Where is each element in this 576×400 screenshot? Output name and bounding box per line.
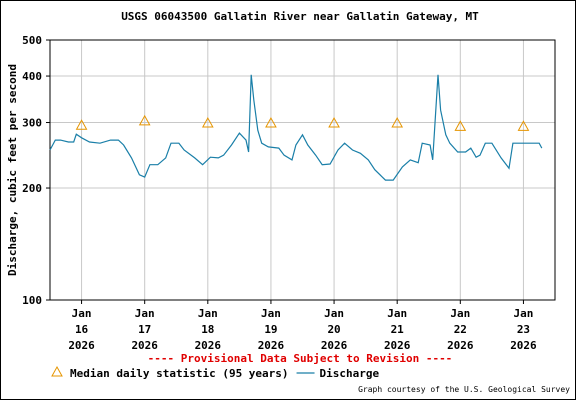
- y-tick-label: 200: [22, 182, 42, 195]
- x-tick-label-line: 2026: [447, 339, 474, 352]
- median-marker: [265, 117, 277, 128]
- provisional-note: ---- Provisional Data Subject to Revisio…: [148, 352, 453, 365]
- x-tick-label-line: Jan: [324, 307, 344, 320]
- median-marker: [201, 117, 214, 128]
- y-axis-label: Discharge, cubic feet per second: [6, 64, 19, 276]
- x-tick-label-line: 2026: [131, 339, 158, 352]
- y-tick-label: 400: [22, 70, 42, 83]
- x-tick-label-line: 17: [138, 323, 151, 336]
- y-tick-label: 500: [22, 34, 42, 47]
- x-tick-label-line: 2026: [384, 339, 411, 352]
- x-tick-label: Jan 16 2026: [68, 307, 95, 352]
- x-tick-label: Jan 19 2026: [258, 307, 285, 352]
- median-marker: [391, 117, 404, 128]
- legend-label: Discharge: [320, 367, 380, 380]
- x-tick-label-line: Jan: [387, 307, 407, 320]
- x-tick-label-line: Jan: [450, 307, 470, 320]
- x-tick-label-line: 19: [264, 323, 277, 336]
- x-tick-label-line: Jan: [72, 307, 92, 320]
- x-tick-label-line: Jan: [135, 307, 155, 320]
- x-tick-label-line: 2026: [195, 339, 222, 352]
- x-tick-label-line: 2026: [510, 339, 537, 352]
- x-tick-label-line: 2026: [321, 339, 348, 352]
- x-tick-label: Jan 21 2026: [384, 307, 411, 352]
- x-tick-label: Jan 18 2026: [195, 307, 222, 352]
- x-tick-label-line: Jan: [198, 307, 218, 320]
- x-tick-label-line: 23: [517, 323, 530, 336]
- median-marker: [517, 120, 530, 131]
- x-tick-label-line: 2026: [68, 339, 95, 352]
- plot-area: [49, 39, 556, 301]
- legend-label: Median daily statistic (95 years): [70, 367, 289, 380]
- x-tick-label-line: 21: [391, 323, 405, 336]
- x-tick-label-line: 22: [454, 323, 467, 336]
- x-tick-label: Jan 22 2026: [447, 307, 474, 352]
- median-marker: [138, 114, 151, 126]
- credit: Graph courtesy of the U.S. Geological Su…: [358, 385, 570, 394]
- legend-marker: [51, 365, 63, 377]
- y-tick-label: 100: [22, 294, 42, 307]
- y-tick-label: 300: [22, 117, 42, 130]
- x-tick-label-line: 20: [327, 323, 340, 336]
- discharge-line: [49, 74, 543, 181]
- x-tick-label-line: Jan: [514, 307, 534, 320]
- x-tick-label-line: 18: [201, 323, 214, 336]
- chart-title: USGS 06043500 Gallatin River near Gallat…: [121, 10, 479, 23]
- x-tick-label-line: Jan: [261, 307, 281, 320]
- median-marker: [454, 120, 467, 131]
- x-tick-label-line: 2026: [258, 339, 285, 352]
- x-tick-label: Jan 17 2026: [131, 307, 158, 352]
- x-tick-label: Jan 20 2026: [321, 307, 348, 352]
- median-marker: [328, 117, 340, 128]
- median-marker: [75, 119, 88, 130]
- x-tick-label: Jan 23 2026: [510, 307, 537, 352]
- x-tick-label-line: 16: [75, 323, 89, 336]
